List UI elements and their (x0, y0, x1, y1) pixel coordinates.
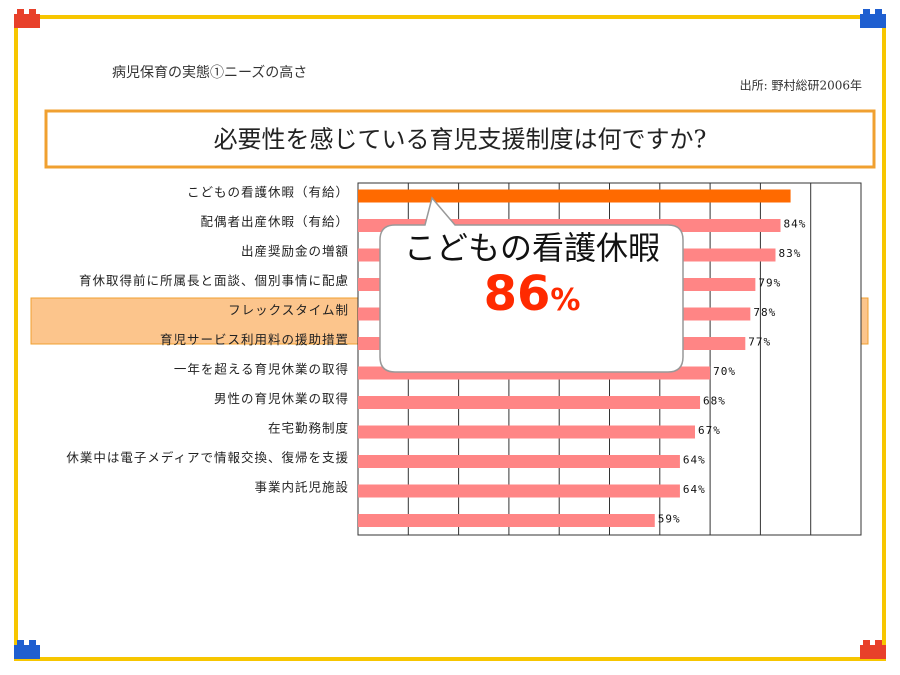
callout-unit: % (550, 283, 581, 318)
frame (14, 15, 886, 661)
bar (358, 425, 696, 439)
callout-label: こどもの看護休暇 (403, 229, 660, 267)
callout-content: こどもの看護休暇 86% (390, 228, 674, 331)
value-label: 77% (748, 336, 771, 349)
bar (358, 189, 791, 203)
bar (358, 455, 680, 468)
title-box (44, 109, 876, 169)
callout-value: 86 (483, 266, 551, 322)
value-label: 79% (758, 277, 781, 290)
category-label: 配偶者出産休暇（有給） (200, 214, 349, 229)
source: 出所: 野村総研2006年 (740, 79, 862, 93)
category-label: こどもの看護休暇（有給） (187, 185, 349, 200)
value-label: 84% (784, 218, 807, 231)
callout: こどもの看護休暇 86% (379, 196, 684, 373)
category-label: 男性の育児休業の取得 (214, 391, 349, 406)
value-label: 78% (753, 306, 776, 319)
value-label: 59% (658, 513, 681, 526)
category-label: 出産奨励金の増額 (241, 244, 349, 259)
callout-figure: 86% (390, 268, 674, 331)
bar (358, 514, 655, 527)
category-label: 在宅勤務制度 (268, 421, 349, 436)
bar (358, 396, 701, 409)
callout-bubble (379, 196, 684, 373)
callout-text: こどもの看護休暇 86% (390, 228, 674, 331)
category-label: 育児サービス利用料の援助措置 (160, 332, 349, 347)
chart-title: 必要性を感じている育児支援制度は何ですか? (214, 126, 707, 154)
value-label: 83% (778, 247, 801, 260)
slide-title: 病児保育の実態①ニーズの高さ (112, 64, 307, 81)
category-label: 一年を超える育児休業の取得 (174, 362, 349, 377)
corner-bricks (14, 9, 886, 659)
value-label: 64% (683, 483, 706, 496)
category-label: 事業内託児施設 (254, 480, 349, 495)
bar (358, 484, 680, 498)
value-label: 67% (698, 424, 721, 437)
category-label: 休業中は電子メディアで情報交換、復帰を支援 (66, 450, 349, 465)
category-label: フレックスタイム制 (228, 303, 349, 318)
category-label: 育休取得前に所属長と面談、個別事情に配慮 (79, 273, 349, 288)
value-label: 70% (713, 365, 736, 378)
value-label: 68% (703, 395, 726, 408)
value-label: 64% (683, 454, 706, 467)
